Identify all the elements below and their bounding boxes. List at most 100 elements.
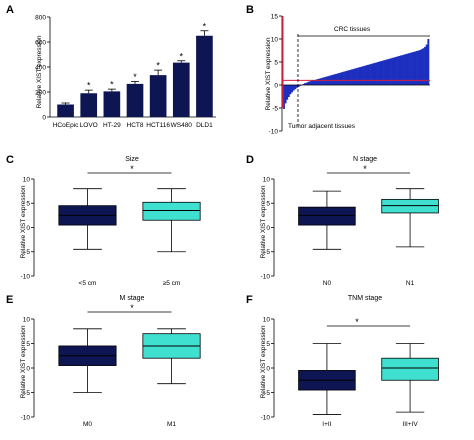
- x-category-label: LOVO: [80, 122, 98, 129]
- panel-b-letter: B: [246, 4, 254, 16]
- sample-bar: [351, 69, 354, 85]
- sample-bar: [360, 66, 363, 85]
- panel-d-y-tick-label: 5: [266, 201, 270, 208]
- panel-f-y-tick-label: 0: [266, 365, 270, 372]
- panel-e-y-title: Relative XIST expression: [20, 325, 27, 398]
- panel-b-y-title: Relative XIST expression: [265, 37, 272, 110]
- sample-bar: [390, 58, 392, 85]
- sample-bar: [354, 68, 357, 85]
- bar-ws480: [172, 62, 190, 117]
- sample-bar: [411, 52, 414, 85]
- sample-bar: [386, 59, 389, 85]
- panel-e-letter: E: [6, 294, 13, 306]
- box-group-2: [142, 201, 201, 221]
- significance-star: *: [110, 80, 114, 90]
- sample-bar: [357, 67, 360, 85]
- sample-bar: [283, 85, 285, 109]
- sample-bar: [339, 72, 342, 85]
- sample-bar: [406, 53, 409, 85]
- panel-b-y-tick-label: 5: [274, 59, 278, 66]
- sample-bar: [302, 84, 305, 85]
- x-category-label: <5 cm: [79, 280, 97, 287]
- x-category-label: WS480: [171, 122, 193, 129]
- panel-f-title: TNM stage: [348, 295, 382, 302]
- sample-bar: [308, 81, 311, 85]
- sample-bar: [362, 66, 365, 85]
- panel-d-y-title: Relative XIST expression: [260, 185, 267, 258]
- sample-bar: [364, 65, 367, 85]
- panel-e-y-tick-label: 0: [26, 365, 30, 372]
- panel-d-significance: *: [363, 164, 367, 174]
- significance-star: *: [133, 72, 137, 82]
- sample-bar: [299, 85, 302, 86]
- sample-bar: [414, 51, 417, 85]
- sample-bar: [398, 56, 401, 85]
- panel-b-y-tick-label: 10: [271, 36, 279, 43]
- panel-f-y-title: Relative XIST expression: [260, 325, 267, 398]
- box-group-1: [298, 206, 356, 226]
- panel-e-y-tick-label: 5: [26, 341, 30, 348]
- sample-bar: [427, 39, 430, 85]
- significance-star: *: [87, 81, 91, 91]
- panel-c-title: Size: [125, 156, 139, 163]
- sample-bar: [388, 58, 391, 85]
- sample-bar: [420, 49, 423, 85]
- sample-bar: [352, 68, 355, 85]
- panel-b: B Relative XIST expression -10 -5 0 5 10 15 C…: [246, 4, 430, 135]
- sample-bar: [295, 85, 298, 88]
- sample-bar: [373, 62, 376, 85]
- panel-d-title: N stage: [353, 156, 377, 163]
- panel-f-plot: -10 -5 0 5 10 I+II III+IV: [261, 316, 439, 428]
- significance-star: *: [180, 51, 184, 61]
- significance-star: *: [156, 61, 160, 71]
- panel-c-y-tick-label: -5: [24, 249, 30, 256]
- sample-bar: [403, 54, 405, 85]
- sample-bar: [383, 60, 386, 85]
- panel-e-y-tick-label: -10: [21, 414, 31, 421]
- x-category-label: HCT116: [146, 122, 170, 129]
- panel-b-plot: -10 -5 0 5 10 15: [269, 13, 430, 135]
- panel-f-y-tick-label: -10: [261, 414, 271, 421]
- sample-bar: [292, 85, 295, 91]
- sample-bar: [334, 73, 337, 85]
- panel-e-title: M stage: [120, 295, 145, 302]
- sample-bar: [356, 67, 358, 85]
- sample-bar: [291, 85, 294, 93]
- sample-bar: [372, 63, 375, 85]
- sample-bar: [333, 74, 336, 85]
- bar-ht-29: [103, 91, 121, 117]
- sample-bar: [289, 85, 292, 95]
- sample-bar: [318, 78, 321, 85]
- sample-bar: [286, 85, 289, 100]
- panel-a-letter: A: [6, 4, 14, 16]
- x-category-label: III+IV: [402, 421, 418, 428]
- panel-e-y-tick-label: -5: [24, 390, 30, 397]
- sample-bar: [343, 71, 345, 85]
- sample-bar: [321, 77, 324, 85]
- sample-bar: [297, 85, 300, 87]
- sample-bar: [304, 83, 307, 85]
- bar-hcoepic: [57, 104, 74, 117]
- panel-c-y-title: Relative XIST expression: [20, 185, 27, 258]
- panel-a-y-title: Relative XIST expression: [36, 35, 43, 108]
- panel-a-y-tick-label: 800: [35, 14, 46, 21]
- panel-c-y-tick-label: 0: [26, 225, 30, 232]
- sample-bar: [381, 60, 384, 85]
- tumor-adjacent-label: Tumor adjacent tissues: [288, 123, 356, 130]
- sample-bar: [347, 70, 350, 85]
- sample-bar: [294, 85, 297, 90]
- x-category-label: HT-29: [103, 122, 121, 129]
- panel-a-y-tick-label: 600: [35, 39, 46, 46]
- sample-bar: [380, 61, 383, 85]
- sample-bar: [317, 79, 319, 85]
- x-category-label: M1: [167, 421, 176, 428]
- panel-c-significance: *: [130, 164, 134, 174]
- sample-bar: [401, 55, 404, 85]
- sample-bar: [323, 77, 326, 85]
- panel-c-plot: -10 -5 0 5 10 <5 cm ≥5 cm: [21, 172, 201, 287]
- panel-f-significance: *: [355, 317, 359, 327]
- panel-a-y-tick-label: 400: [35, 64, 46, 71]
- crc-tissues-label: CRC tissues: [334, 26, 371, 33]
- sample-bar: [385, 59, 388, 85]
